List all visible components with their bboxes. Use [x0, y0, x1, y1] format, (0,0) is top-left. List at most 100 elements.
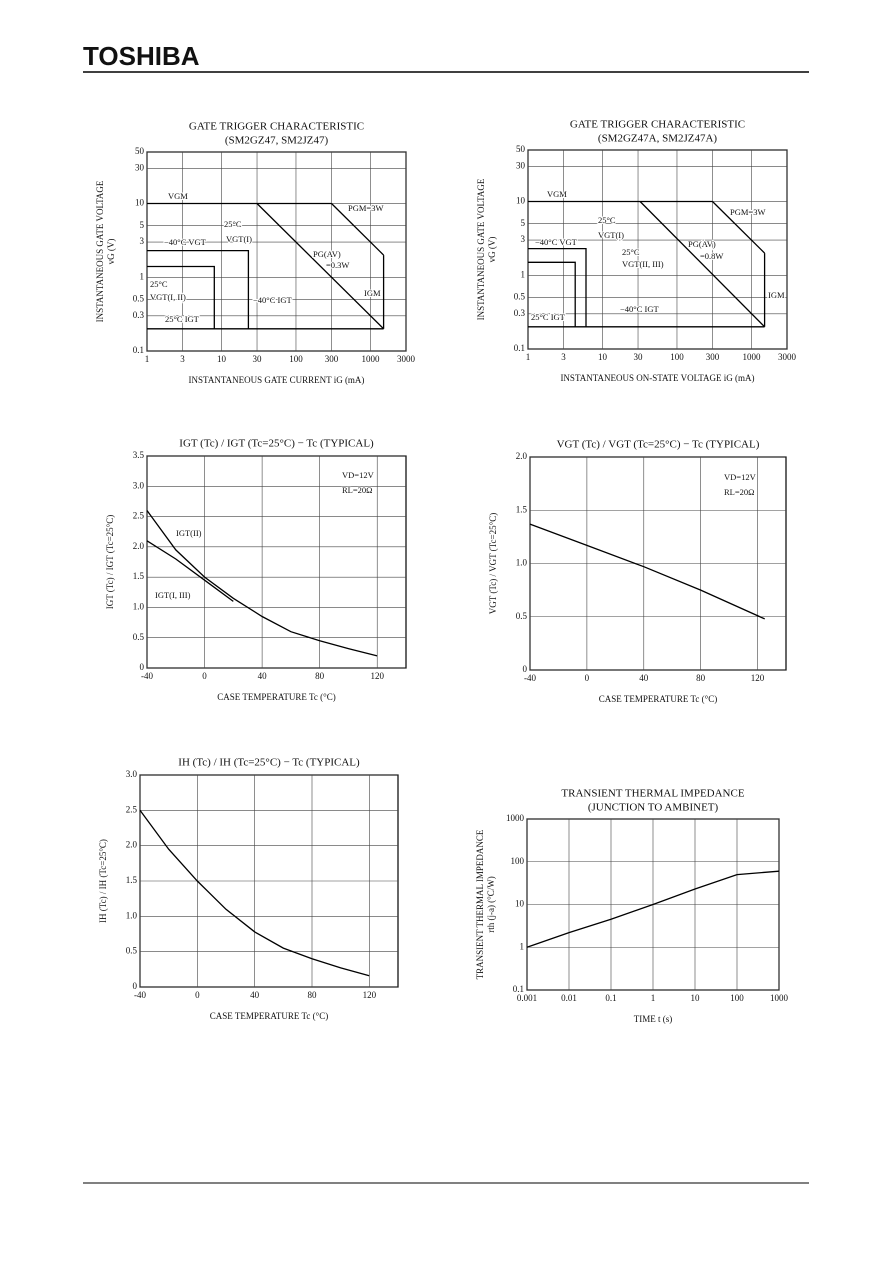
curve: [529, 523, 765, 620]
y-axis-label: IH (Tc) / IH (Tc=25°C): [98, 839, 108, 923]
x-tick-label: 40: [639, 673, 649, 683]
y-tick-label: 30: [135, 162, 145, 172]
y-tick-label: 1: [521, 269, 526, 279]
x-tick-label: 1: [145, 354, 150, 364]
annotation: PGM=3W: [730, 207, 766, 217]
annotation: 25°C: [622, 247, 640, 257]
annotation: PG(AV): [313, 249, 341, 259]
curve: [528, 261, 576, 327]
x-tick-label: 30: [253, 354, 263, 364]
y-tick-label: 0: [133, 981, 138, 991]
x-tick-label: 0: [585, 673, 590, 683]
y-tick-label: 3: [140, 236, 145, 246]
y-axis-label: vG (V): [106, 239, 116, 265]
brand: TOSHIBA: [83, 41, 200, 71]
annotation: VGT(I): [598, 230, 624, 240]
y-tick-label: 0.1: [514, 343, 525, 353]
annotation: VGT(I): [226, 234, 252, 244]
y-axis-label: INSTANTANEOUS GATE VOLTAGE: [95, 180, 105, 322]
y-tick-label: 1.5: [133, 571, 145, 581]
curve: [528, 247, 587, 327]
chart-subtitle: (SM2GZ47A, SM2JZ47A): [598, 133, 718, 145]
annotation: VGT(II, III): [622, 259, 664, 269]
annotation: 25°C: [150, 279, 168, 289]
y-tick-label: 1.0: [126, 910, 138, 920]
curve: [256, 203, 385, 330]
x-axis-label: CASE TEMPERATURE Tc (°C): [217, 692, 335, 702]
y-axis-label: TRANSIENT THERMAL IMPEDANCE: [475, 829, 485, 979]
y-tick-label: 0.3: [133, 310, 145, 320]
y-tick-label: 0.5: [133, 294, 145, 304]
chart-title: GATE TRIGGER CHARACTERISTIC: [570, 119, 745, 131]
annotation: −40°C VGT: [164, 237, 207, 247]
x-tick-label: 10: [691, 993, 701, 1003]
x-tick-label: 120: [363, 990, 377, 1000]
curve: [712, 201, 766, 254]
y-tick-label: 3.0: [126, 769, 138, 779]
curve: [146, 510, 378, 657]
y-tick-label: 0.1: [513, 984, 524, 994]
x-tick-label: 3000: [397, 354, 416, 364]
x-tick-label: 100: [289, 354, 303, 364]
curve: [146, 540, 234, 602]
y-tick-label: 30: [516, 160, 526, 170]
x-tick-label: 30: [634, 352, 644, 362]
x-tick-label: 120: [751, 673, 765, 683]
x-tick-label: 1000: [361, 354, 380, 364]
x-tick-label: 40: [250, 990, 260, 1000]
x-tick-label: 0: [195, 990, 200, 1000]
x-tick-label: 100: [670, 352, 684, 362]
annotation: =0.3W: [326, 260, 349, 270]
y-tick-label: 0.1: [133, 345, 144, 355]
x-tick-label: 10: [217, 354, 227, 364]
x-tick-label: 80: [696, 673, 706, 683]
annotation: VGM: [168, 191, 188, 201]
annotation: IGT(II): [176, 528, 202, 538]
x-axis-label: CASE TEMPERATURE Tc (°C): [210, 1011, 328, 1021]
x-tick-label: 1000: [742, 352, 761, 362]
y-axis-label: vG (V): [487, 237, 497, 263]
x-tick-label: 10: [598, 352, 608, 362]
x-axis-label: CASE TEMPERATURE Tc (°C): [599, 694, 717, 704]
y-axis-label: rth (j-a) (°C/W): [486, 876, 496, 933]
x-tick-label: 3: [180, 354, 185, 364]
annotation: VGM: [547, 189, 567, 199]
annotation: VD=12V: [724, 472, 757, 482]
y-tick-label: 0.5: [516, 611, 528, 621]
x-tick-label: 300: [325, 354, 339, 364]
y-tick-label: 1.5: [126, 875, 138, 885]
x-tick-label: 0.01: [561, 993, 577, 1003]
y-tick-label: 1.0: [516, 558, 528, 568]
curve: [147, 265, 215, 329]
annotation: 25°C IGT: [165, 314, 200, 324]
y-tick-label: 0.5: [133, 632, 145, 642]
chart-subtitle: (JUNCTION TO AMBINET): [588, 802, 719, 814]
plot-frame: [527, 149, 788, 350]
y-tick-label: 3: [521, 234, 526, 244]
annotation: PGM=3W: [348, 203, 384, 213]
x-tick-label: 120: [370, 671, 384, 681]
x-tick-label: 3000: [778, 352, 797, 362]
y-tick-label: 0: [140, 662, 145, 672]
chart-title: TRANSIENT THERMAL IMPEDANCE: [561, 788, 744, 800]
annotation: VD=12V: [342, 470, 375, 480]
x-tick-label: 1000: [770, 993, 789, 1003]
curve: [147, 249, 250, 329]
x-tick-label: 3: [561, 352, 566, 362]
x-tick-label: 80: [308, 990, 318, 1000]
y-tick-label: 1: [140, 271, 145, 281]
annotation: −40°C IGT: [253, 295, 292, 305]
y-tick-label: 100: [511, 856, 525, 866]
y-tick-label: 2.5: [126, 804, 138, 814]
x-tick-label: 1: [526, 352, 531, 362]
curve: [639, 201, 766, 328]
annotation: 25°C: [224, 219, 242, 229]
annotation: PG(AV): [688, 239, 716, 249]
y-tick-label: 1: [520, 941, 525, 951]
y-axis-label: INSTANTANEOUS GATE VOLTAGE: [476, 178, 486, 320]
x-axis-label: INSTANTANEOUS ON-STATE VOLTAGE iG (mA): [560, 373, 754, 383]
curve: [526, 870, 780, 948]
y-tick-label: 2.0: [126, 840, 138, 850]
y-tick-label: 2.5: [133, 511, 145, 521]
